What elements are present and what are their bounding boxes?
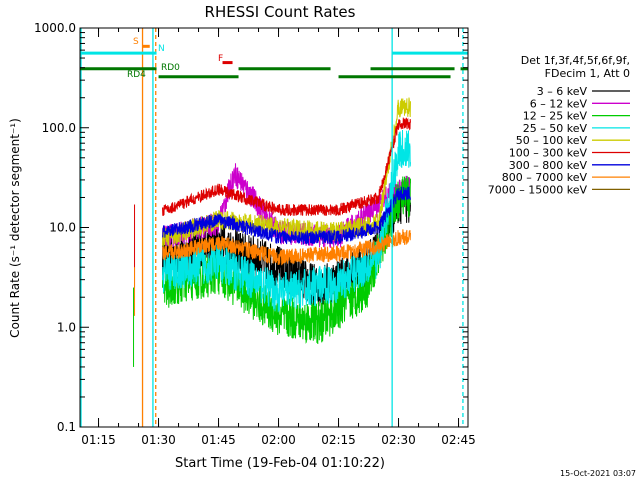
flag-label: N (158, 44, 165, 54)
series-line (162, 186, 411, 246)
legend-label: 100 – 300 keV (509, 147, 588, 160)
series-line (162, 117, 411, 217)
legend-label: 800 – 7000 keV (502, 171, 588, 184)
legend-label: 50 – 100 keV (516, 134, 588, 147)
series-layer (133, 97, 411, 367)
x-tick-label: 01:30 (141, 433, 176, 447)
x-tick-label: 02:45 (441, 433, 476, 447)
legend: Det 1f,3f,4f,5f,6f,9f, FDecim 1, Att 0 3… (488, 54, 630, 196)
y-tick-label: 0.1 (57, 420, 76, 434)
flag-label: F (218, 54, 223, 64)
legend-label: 6 – 12 keV (530, 97, 588, 110)
overlay-layer: S N RD0 RD4 F (80, 28, 468, 427)
y-tick-label: 100.0 (42, 121, 76, 135)
legend-label: 12 – 25 keV (523, 110, 588, 123)
x-tick-label: 01:45 (201, 433, 236, 447)
y-tick-label: 1.0 (57, 320, 76, 334)
legend-title-line-2: FDecim 1, Att 0 (545, 67, 630, 80)
legend-label: 300 – 800 keV (509, 159, 588, 172)
chart-title: RHESSI Count Rates (205, 3, 356, 21)
x-tick-label: 02:30 (381, 433, 416, 447)
flag-label: RD0 (161, 63, 180, 73)
legend-label: 3 – 6 keV (537, 85, 588, 98)
y-axis: 1000.0 100.0 10.0 1.0 0.1 (34, 21, 468, 434)
x-tick-label: 02:00 (261, 433, 296, 447)
y-tick-label: 10.0 (49, 221, 76, 235)
series-line (162, 129, 411, 313)
flag-label: RD4 (127, 70, 146, 80)
y-tick-label: 1000.0 (34, 21, 76, 35)
x-tick-label: 01:15 (81, 433, 116, 447)
flag-label: S (133, 37, 139, 47)
x-axis-label: Start Time (19-Feb-04 01:10:22) (175, 456, 385, 471)
x-axis: 01:15 01:30 01:45 02:00 02:15 02:30 02:45 (81, 28, 476, 447)
render-timestamp: 15-Oct-2021 03:07 (560, 469, 636, 478)
x-tick-label: 02:15 (321, 433, 356, 447)
series-line (162, 229, 411, 266)
y-axis-label: Count Rate (s⁻¹ detector segment⁻¹) (8, 118, 22, 338)
legend-title-line-1: Det 1f,3f,4f,5f,6f,9f, (521, 54, 630, 67)
legend-label: 7000 – 15000 keV (488, 183, 588, 196)
legend-label: 25 – 50 keV (523, 122, 588, 135)
